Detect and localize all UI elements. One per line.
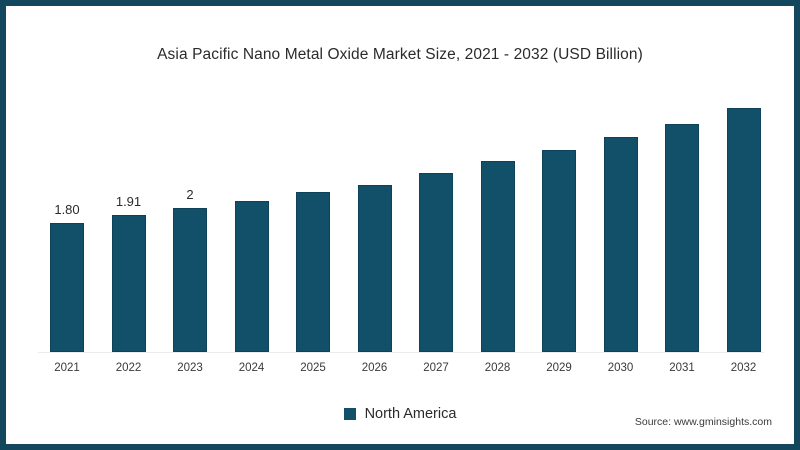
x-tick-2028: 2028 <box>484 362 511 374</box>
x-tick-2026: 2026 <box>361 362 388 374</box>
bar-2028[interactable] <box>480 161 515 352</box>
x-tick-2023: 2023 <box>177 362 203 374</box>
x-tick-2027: 2027 <box>423 362 449 374</box>
plot-area: 1.80 1.91 2 <box>38 90 764 352</box>
bar-2025[interactable] <box>296 191 330 352</box>
bar-2026[interactable] <box>357 184 392 352</box>
x-tick-2031: 2031 <box>669 362 695 374</box>
bar-value-label-2023: 2 <box>186 187 194 203</box>
bar-value-label-2021: 1.80 <box>54 201 80 217</box>
bar-2022[interactable] <box>111 214 146 352</box>
bar-2030[interactable] <box>603 136 638 352</box>
chart-inner-frame: Asia Pacific Nano Metal Oxide Market Siz… <box>9 9 791 441</box>
x-tick-2032: 2032 <box>730 362 757 374</box>
bar-2027[interactable] <box>419 172 453 352</box>
x-tick-2029: 2029 <box>546 362 572 374</box>
x-tick-2025: 2025 <box>300 362 326 374</box>
chart-title: Asia Pacific Nano Metal Oxide Market Siz… <box>157 46 643 63</box>
bar-2029[interactable] <box>542 149 576 352</box>
x-tick-2024: 2024 <box>238 362 265 374</box>
bar-value-label-2022: 1.91 <box>115 193 142 209</box>
legend-label-north-america: North America <box>364 406 457 422</box>
bar-2024[interactable] <box>234 201 269 352</box>
source-attribution: Source: www.gminsights.com <box>634 416 772 428</box>
chart-legend: North America <box>10 406 790 422</box>
bar-2032[interactable] <box>726 107 761 352</box>
x-axis-line <box>38 352 764 353</box>
x-tick-2030: 2030 <box>607 362 634 374</box>
bar-2021[interactable] <box>50 222 84 352</box>
x-tick-2022: 2022 <box>115 362 142 374</box>
legend-swatch-north-america <box>343 408 356 420</box>
x-tick-2021: 2021 <box>54 362 80 374</box>
bar-2031[interactable] <box>665 123 699 352</box>
bar-2023[interactable] <box>173 208 207 352</box>
